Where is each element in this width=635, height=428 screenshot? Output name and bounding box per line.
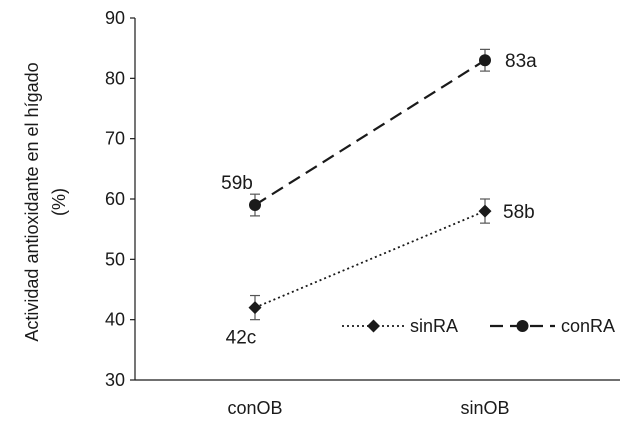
data-point: [248, 301, 262, 315]
series-group: 42c 58b 59b 83a: [221, 48, 537, 349]
data-point: [249, 199, 261, 212]
y-tick-label: 30: [105, 370, 125, 390]
x-category-label: conOB: [227, 398, 282, 418]
y-tick-label: 60: [105, 189, 125, 209]
y-tick-label: 80: [105, 68, 125, 88]
legend-item-sinRA: sinRA: [342, 316, 458, 336]
legend-label: conRA: [561, 316, 615, 336]
legend-item-conRA: conRA: [490, 316, 615, 336]
y-axis-label: Actividad antioxidante en el hígado: [22, 62, 42, 341]
y-axis-unit-label: (%): [49, 188, 69, 216]
data-label: 59b: [221, 173, 253, 194]
data-label: 83a: [505, 51, 537, 72]
y-tick-label: 90: [105, 8, 125, 28]
x-category-label: sinOB: [460, 398, 509, 418]
y-tick-label: 70: [105, 129, 125, 149]
series-conRA: 59b 83a: [221, 48, 537, 217]
data-point: [479, 54, 491, 67]
x-category-labels: conOB sinOB: [227, 398, 509, 418]
series-line: [254, 59, 486, 206]
y-tick-labels: 30 40 50 60 70 80 90: [105, 8, 125, 390]
y-tick-label: 40: [105, 310, 125, 330]
series-line: [254, 210, 486, 309]
data-label: 58b: [503, 202, 535, 223]
axes: [130, 17, 620, 381]
data-point: [478, 204, 492, 218]
series-sinRA: 42c 58b: [226, 198, 535, 349]
data-label: 42c: [226, 328, 257, 349]
legend-marker: [516, 320, 529, 332]
legend: sinRA conRA: [342, 316, 615, 336]
legend-label: sinRA: [410, 316, 458, 336]
y-tick-label: 50: [105, 249, 125, 269]
legend-marker: [367, 319, 380, 333]
